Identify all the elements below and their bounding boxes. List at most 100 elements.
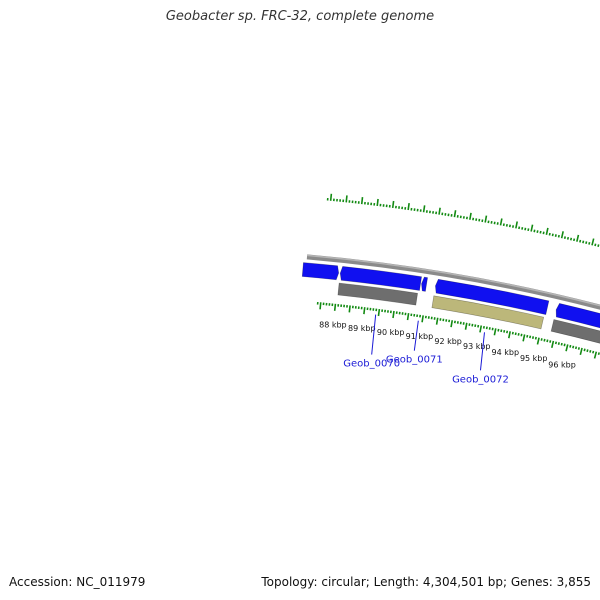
- scale-label: 88 kbp: [319, 321, 347, 330]
- inner-tick: [589, 349, 592, 353]
- inner-scale-ticks: [316, 301, 600, 359]
- inner-tick: [529, 335, 532, 339]
- outer-tick: [566, 236, 570, 240]
- scale-label: 94 kbp: [492, 348, 520, 357]
- outer-tick: [360, 197, 364, 205]
- scale-label: 90 kbp: [377, 328, 405, 337]
- inner-tick: [522, 334, 526, 342]
- cds-arrow: [555, 303, 600, 329]
- inner-tick: [586, 349, 589, 353]
- inner-tick: [569, 344, 572, 348]
- inner-tick: [479, 325, 483, 333]
- outer-tick: [521, 227, 524, 230]
- gene-leader-line: [479, 332, 485, 371]
- inner-tick: [597, 352, 600, 356]
- gene-label: Geob_0071: [386, 355, 443, 366]
- inner-tick: [363, 307, 366, 315]
- inner-tick: [500, 329, 503, 333]
- inner-tick: [554, 341, 558, 345]
- inner-tick: [348, 305, 351, 313]
- scale-label: 95 kbp: [520, 354, 548, 363]
- outer-tick: [591, 238, 595, 246]
- cds-arrow: [435, 278, 550, 315]
- scale-label: 92 kbp: [434, 337, 462, 346]
- inner-tick: [534, 336, 537, 340]
- outer-tick: [524, 227, 527, 231]
- inner-tick: [579, 347, 583, 355]
- inner-tick: [517, 333, 520, 336]
- gene-leader-line: [371, 314, 377, 355]
- inner-tick: [421, 315, 424, 323]
- outer-tick: [391, 200, 395, 209]
- outer-tick: [557, 234, 560, 238]
- inner-tick: [572, 345, 575, 349]
- inner-tick: [583, 348, 586, 352]
- feature-bar: [431, 295, 545, 330]
- inner-tick: [377, 308, 381, 317]
- outer-tick: [560, 231, 564, 239]
- cds-arrow: [301, 262, 340, 281]
- inner-tick: [526, 334, 529, 338]
- outer-tick: [438, 207, 441, 215]
- outer-tick: [515, 221, 519, 229]
- outer-tick: [376, 198, 379, 207]
- inner-tick: [565, 344, 569, 352]
- outer-tick: [329, 193, 333, 201]
- outer-tick: [484, 215, 488, 223]
- inner-tick: [520, 333, 523, 337]
- inner-tick: [592, 350, 595, 354]
- feature-track: [337, 282, 600, 344]
- scale-label: 96 kbp: [548, 361, 576, 370]
- outer-tick: [551, 233, 554, 237]
- outer-tick: [453, 210, 457, 218]
- inner-tick: [543, 338, 546, 342]
- outer-tick: [548, 232, 551, 236]
- outer-tick: [573, 238, 576, 242]
- inner-tick: [319, 302, 322, 310]
- gene-label: Geob_0072: [452, 374, 509, 385]
- inner-tick: [557, 342, 560, 345]
- inner-tick: [514, 332, 517, 336]
- outer-tick: [527, 228, 530, 232]
- backbone-highlight: [307, 254, 600, 307]
- inner-tick: [503, 329, 506, 333]
- outer-tick: [542, 231, 545, 235]
- outer-tick: [594, 243, 597, 247]
- outer-tick: [345, 195, 348, 203]
- scale-label: 91 kbp: [406, 332, 434, 341]
- inner-tick: [435, 317, 439, 325]
- inner-tick: [551, 340, 555, 348]
- outer-scale-ticks: [326, 193, 600, 248]
- feature-bar: [337, 282, 418, 306]
- inner-tick: [450, 320, 454, 328]
- outer-tick: [422, 205, 426, 213]
- map-title: Geobacter sp. FRC-32, complete genome: [165, 9, 435, 24]
- inner-tick: [506, 330, 509, 334]
- inner-tick: [406, 313, 410, 321]
- inner-tick: [593, 351, 598, 359]
- scale-label: 89 kbp: [348, 324, 376, 333]
- outer-tick: [588, 241, 591, 245]
- outer-tick: [536, 230, 539, 233]
- inner-tick: [507, 331, 511, 339]
- inner-tick: [464, 322, 468, 330]
- inner-tick: [392, 310, 395, 319]
- inner-tick: [563, 343, 566, 347]
- outer-tick: [545, 227, 549, 235]
- cds-arrow: [421, 276, 428, 292]
- outer-tick: [569, 237, 573, 241]
- outer-tick: [597, 244, 600, 248]
- outer-tick: [499, 218, 503, 226]
- inner-tick: [574, 346, 578, 350]
- outer-tick: [539, 230, 542, 234]
- outer-tick: [582, 240, 585, 244]
- outer-tick: [563, 236, 567, 240]
- outer-tick: [579, 239, 582, 243]
- feature-bar: [550, 319, 600, 344]
- inner-tick: [546, 339, 549, 343]
- scale-label: 93 kbp: [463, 342, 491, 351]
- outer-tick: [530, 224, 534, 232]
